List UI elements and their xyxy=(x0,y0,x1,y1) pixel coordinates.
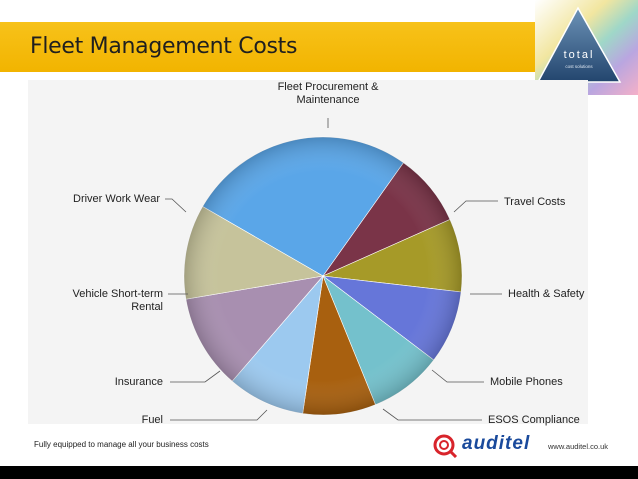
slice-label: Travel Costs xyxy=(504,196,566,208)
leader-line xyxy=(170,409,268,421)
logo-text: total xyxy=(564,49,595,61)
footer-tagline: Fully equipped to manage all your busine… xyxy=(34,440,209,449)
leader-line xyxy=(165,198,187,213)
header-bar xyxy=(0,22,638,72)
slice-label: Mobile Phones xyxy=(490,376,563,388)
leader-line xyxy=(431,369,484,383)
bottom-bar xyxy=(0,466,638,479)
logo-subtext: cost solutions xyxy=(565,64,593,69)
total-logo: total cost solutions xyxy=(535,0,638,95)
leader-line xyxy=(453,200,498,213)
slice-label: Fuel xyxy=(142,414,163,426)
leader-line xyxy=(382,408,482,421)
auditel-mark-icon xyxy=(433,434,458,458)
slice-label: ESOS Compliance xyxy=(488,414,580,426)
slice-label: Health & Safety xyxy=(508,288,585,300)
slice-label: Fleet Procurement & Maintenance xyxy=(278,81,380,106)
slide-title: Fleet Management Costs xyxy=(30,34,298,59)
slice-label: Vehicle Short-term Rental xyxy=(73,288,163,313)
leader-line xyxy=(170,370,221,383)
slice-label: Insurance xyxy=(115,376,163,388)
brand-name: auditel xyxy=(462,433,531,454)
slice-label: Driver Work Wear xyxy=(73,193,160,205)
brand-url: www.auditel.co.uk xyxy=(548,442,609,451)
